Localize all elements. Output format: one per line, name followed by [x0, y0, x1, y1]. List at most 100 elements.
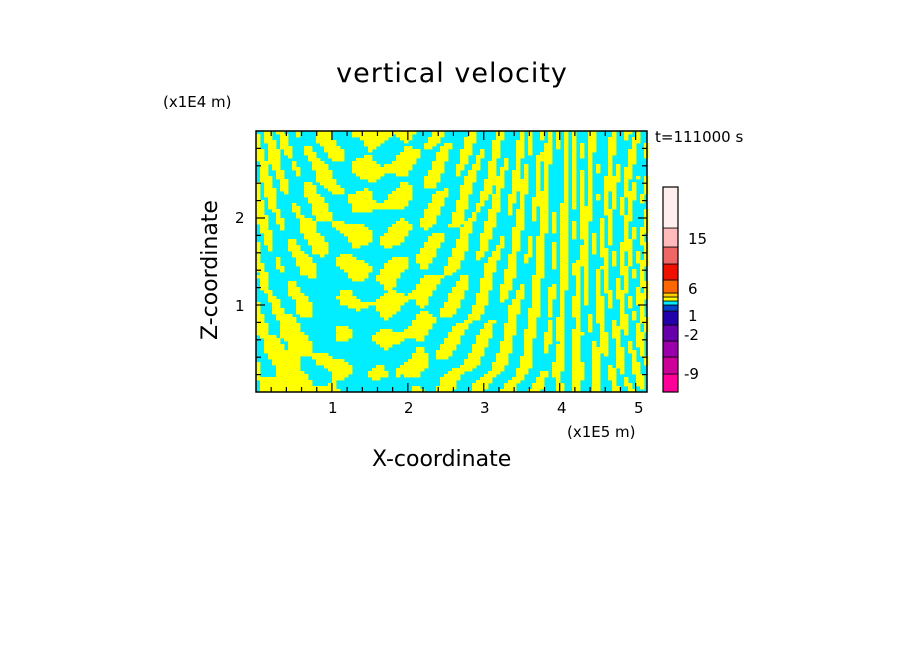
field-cell-positive: [452, 290, 457, 294]
field-cell-positive: [624, 383, 629, 387]
field-cell-positive: [312, 158, 317, 162]
field-cell-positive: [440, 191, 445, 195]
field-cell-positive: [476, 386, 481, 390]
field-cell-positive: [316, 242, 321, 246]
field-cell-positive: [612, 200, 617, 204]
field-cell-positive: [540, 383, 545, 387]
field-cell-positive: [280, 317, 285, 321]
field-cell-positive: [572, 383, 577, 387]
field-cell-positive: [468, 314, 473, 318]
field-cell-positive: [464, 287, 469, 291]
field-cell-positive: [588, 323, 593, 327]
field-cell-positive: [452, 293, 457, 297]
field-cell-positive: [296, 368, 301, 372]
field-cell-positive: [332, 179, 337, 183]
field-cell-positive: [520, 371, 525, 375]
field-cell-positive: [356, 269, 361, 273]
field-cell-positive: [492, 266, 497, 270]
field-cell-positive: [336, 188, 341, 192]
field-cell-positive: [368, 203, 373, 207]
field-cell-positive: [480, 284, 485, 288]
field-cell-positive: [620, 359, 625, 363]
field-cell-positive: [296, 212, 301, 216]
field-cell-positive: [536, 290, 541, 294]
field-cell-positive: [604, 287, 609, 291]
field-cell-positive: [460, 236, 465, 240]
field-cell-positive: [536, 311, 541, 315]
field-cell-positive: [356, 191, 361, 195]
field-cell-positive: [464, 227, 469, 231]
field-cell-positive: [308, 152, 313, 156]
field-cell-positive: [464, 197, 469, 201]
field-cell-positive: [564, 227, 569, 231]
field-cell-positive: [588, 188, 593, 192]
field-cell-positive: [480, 380, 485, 384]
field-cell-positive: [320, 173, 325, 177]
field-cell-positive: [264, 341, 269, 345]
field-cell-positive: [404, 194, 409, 198]
field-cell-positive: [600, 296, 605, 300]
field-cell-positive: [620, 326, 625, 330]
field-cell-positive: [276, 212, 281, 216]
field-cell-positive: [316, 170, 321, 174]
field-cell-positive: [400, 335, 405, 339]
field-cell-positive: [584, 275, 589, 279]
field-cell-positive: [404, 299, 409, 303]
field-cell-positive: [396, 227, 401, 231]
field-cell-positive: [504, 332, 509, 336]
field-cell-positive: [536, 236, 541, 240]
field-cell-positive: [336, 332, 341, 336]
field-cell-positive: [604, 284, 609, 288]
field-cell-positive: [512, 197, 517, 201]
field-cell-positive: [468, 188, 473, 192]
field-cell-positive: [512, 275, 517, 279]
field-cell-positive: [356, 302, 361, 306]
field-cell-positive: [640, 296, 645, 300]
field-cell-positive: [620, 290, 625, 294]
field-cell-positive: [500, 176, 505, 180]
field-cell-positive: [428, 173, 433, 177]
field-cell-positive: [564, 263, 569, 267]
field-cell-positive: [392, 227, 397, 231]
field-cell-positive: [352, 167, 357, 171]
field-cell-positive: [536, 251, 541, 255]
field-cell-positive: [644, 362, 649, 366]
field-cell-positive: [600, 242, 605, 246]
field-cell-positive: [592, 356, 597, 360]
field-cell-positive: [484, 326, 489, 330]
field-cell-positive: [616, 338, 621, 342]
field-cell-positive: [376, 137, 381, 141]
field-cell-positive: [376, 143, 381, 147]
field-cell-positive: [300, 263, 305, 267]
field-cell-positive: [324, 218, 329, 222]
field-cell-positive: [572, 377, 577, 381]
field-cell-positive: [304, 389, 309, 393]
field-cell-positive: [276, 371, 281, 375]
field-cell-positive: [520, 287, 525, 291]
field-cell-positive: [300, 305, 305, 309]
field-cell-positive: [520, 134, 525, 138]
field-cell-positive: [596, 305, 601, 309]
field-cell-positive: [276, 356, 281, 360]
field-cell-positive: [276, 353, 281, 357]
field-cell-positive: [256, 242, 261, 246]
field-cell-positive: [352, 200, 357, 204]
field-cell-positive: [576, 272, 581, 276]
field-cell-positive: [480, 152, 485, 156]
field-cell-positive: [428, 239, 433, 243]
field-cell-positive: [392, 269, 397, 273]
field-cell-positive: [508, 212, 513, 216]
field-cell-positive: [448, 314, 453, 318]
field-cell-positive: [392, 200, 397, 204]
field-cell-positive: [340, 326, 345, 330]
field-cell-positive: [640, 347, 645, 351]
field-cell-positive: [416, 257, 421, 261]
field-cell-positive: [364, 227, 369, 231]
field-cell-positive: [416, 353, 421, 357]
field-cell-positive: [572, 179, 577, 183]
field-cell-positive: [508, 308, 513, 312]
field-cell-positive: [580, 263, 585, 267]
field-cell-positive: [628, 191, 633, 195]
field-cell-positive: [596, 347, 601, 351]
field-cell-positive: [520, 227, 525, 231]
